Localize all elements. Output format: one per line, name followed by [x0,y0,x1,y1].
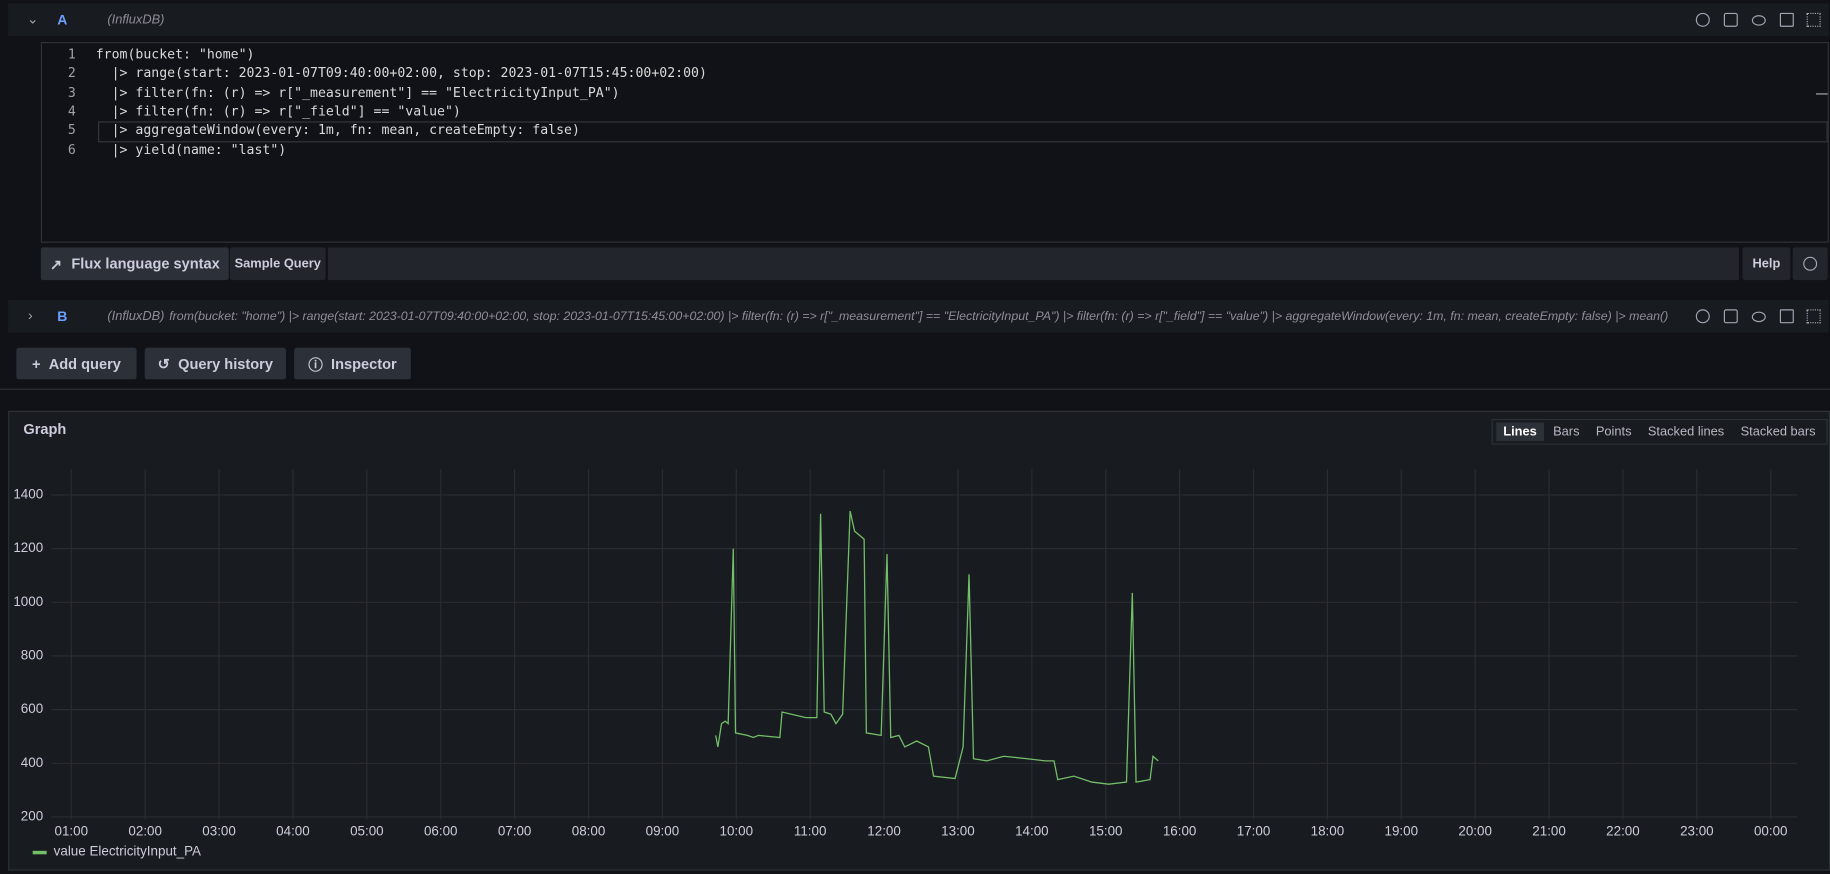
x-tick-label: 18:00 [1311,824,1345,839]
scroll-marker [1816,93,1828,95]
panel-title: Graph [23,421,67,438]
mode-option[interactable]: Points [1595,424,1632,439]
legend-swatch [32,850,47,855]
x-tick-label: 09:00 [646,824,680,839]
divider [0,388,1830,390]
y-tick-label: 1400 [13,486,43,501]
datasource: (InfluxDB) [107,309,165,324]
display-modes: Lines Bars Points Stacked lines Stacked bars [1491,418,1828,445]
line-number: 1 [67,46,76,62]
button-label: Help [1752,256,1781,271]
x-tick-label: 19:00 [1385,824,1419,839]
toolbar-spacer [327,247,1739,281]
drag-icon[interactable] [1806,12,1821,27]
x-tick-label: 22:00 [1606,824,1640,839]
expand[interactable]: › [28,306,33,324]
inspector[interactable]: ⓘ Inspector [294,347,411,380]
button-label: Sample Query [234,256,321,271]
x-tick-label: 07:00 [498,824,532,839]
legend-label[interactable]: value ElectricityInput_PA [54,844,201,859]
code-line: |> filter(fn: (r) => r["_measurement"] =… [95,84,620,100]
x-tick-label: 16:00 [1163,824,1197,839]
mode-option[interactable]: Lines [1496,422,1544,442]
x-tick-label: 17:00 [1237,824,1271,839]
drag-icon[interactable] [1806,309,1821,324]
x-tick-label: 02:00 [128,824,162,839]
code-line: |> range(start: 2023-01-07T09:40:00+02:0… [95,65,707,81]
x-tick-label: 05:00 [350,824,384,839]
query-history[interactable]: ↺ Query history [144,347,286,380]
copy-icon[interactable] [1723,309,1738,324]
help-icon[interactable] [1695,12,1710,27]
line-number: 4 [67,103,76,119]
code-line: |> filter(fn: (r) => r["_field"] == "val… [95,103,461,119]
x-tick-label: 20:00 [1458,824,1492,839]
line-number: 2 [67,65,76,81]
line-number: 6 [67,141,76,157]
x-tick-label: 21:00 [1532,824,1566,839]
x-tick-label: 15:00 [1089,824,1123,839]
button-label: Inspector [331,355,397,372]
sample-button[interactable]: Sample Query [229,247,326,281]
x-tick-label: 12:00 [867,824,901,839]
y-tick-label: 600 [21,701,43,716]
y-tick-label: 200 [21,809,43,824]
x-tick-label: 04:00 [276,824,310,839]
x-tick-label: 06:00 [424,824,458,839]
info-button[interactable] [1792,247,1828,281]
y-tick-label: 400 [21,755,43,770]
help-icon[interactable] [1695,309,1710,324]
x-tick-label: 00:00 [1754,824,1788,839]
series-line [715,510,1159,785]
mode-option[interactable]: Bars [1553,424,1580,439]
graph-panel [8,410,1830,871]
button-label: Flux language syntax [71,255,220,272]
x-tick-label: 23:00 [1680,824,1714,839]
x-tick-label: 08:00 [572,824,606,839]
query-summary: from(bucket: "home") |> range(start: 202… [169,309,1669,324]
mode-option[interactable]: Stacked bars [1740,424,1816,439]
info-icon [1803,256,1818,271]
y-tick-label: 800 [21,648,43,663]
code-line: |> yield(name: "last") [95,141,287,157]
chart: 200 400 600 800 1000 1200 1400 01:00 02:00 03:00 0… [13,469,1798,859]
button-label: Query history [178,355,273,372]
eye-icon[interactable] [1751,15,1766,26]
line-number: 5 [67,122,76,138]
x-tick-label: 03:00 [202,824,236,839]
x-tick-label: 11:00 [794,824,827,839]
help-button[interactable]: Help [1742,247,1791,281]
button-label: Add query [48,355,121,372]
datasource: (InfluxDB) [107,12,165,27]
query-a-header: ⌄ A (InfluxDB) [8,3,1829,37]
add-query[interactable]: + Add query [16,347,137,380]
x-tick-label: 10:00 [720,824,754,839]
eye-icon[interactable] [1751,311,1766,323]
query-label: A [57,11,68,29]
delete-icon[interactable] [1779,309,1794,324]
x-tick-label: 13:00 [941,824,975,839]
code-line: from(bucket: "home") [95,46,255,62]
code-editor[interactable] [40,42,1829,243]
x-tick-label: 14:00 [1015,824,1049,839]
line-number: 3 [67,84,76,100]
x-tick-label: 01:00 [55,824,89,839]
y-tick-label: 1200 [13,540,43,555]
y-tick-label: 1000 [13,594,43,609]
current-line [98,121,1828,143]
collapse[interactable]: ⌄ [26,10,39,27]
copy-icon[interactable] [1723,12,1738,27]
mode-option[interactable]: Stacked lines [1647,424,1725,439]
code-line: |> aggregateWindow(every: 1m, fn: mean, … [95,122,580,138]
delete-icon[interactable] [1779,12,1794,27]
query-b-header: › B (InfluxDB) from(bucket: "home") |> r… [8,299,1829,333]
query-label: B [57,308,68,325]
syntax-button[interactable]: ↗ Flux language syntax [40,247,229,281]
